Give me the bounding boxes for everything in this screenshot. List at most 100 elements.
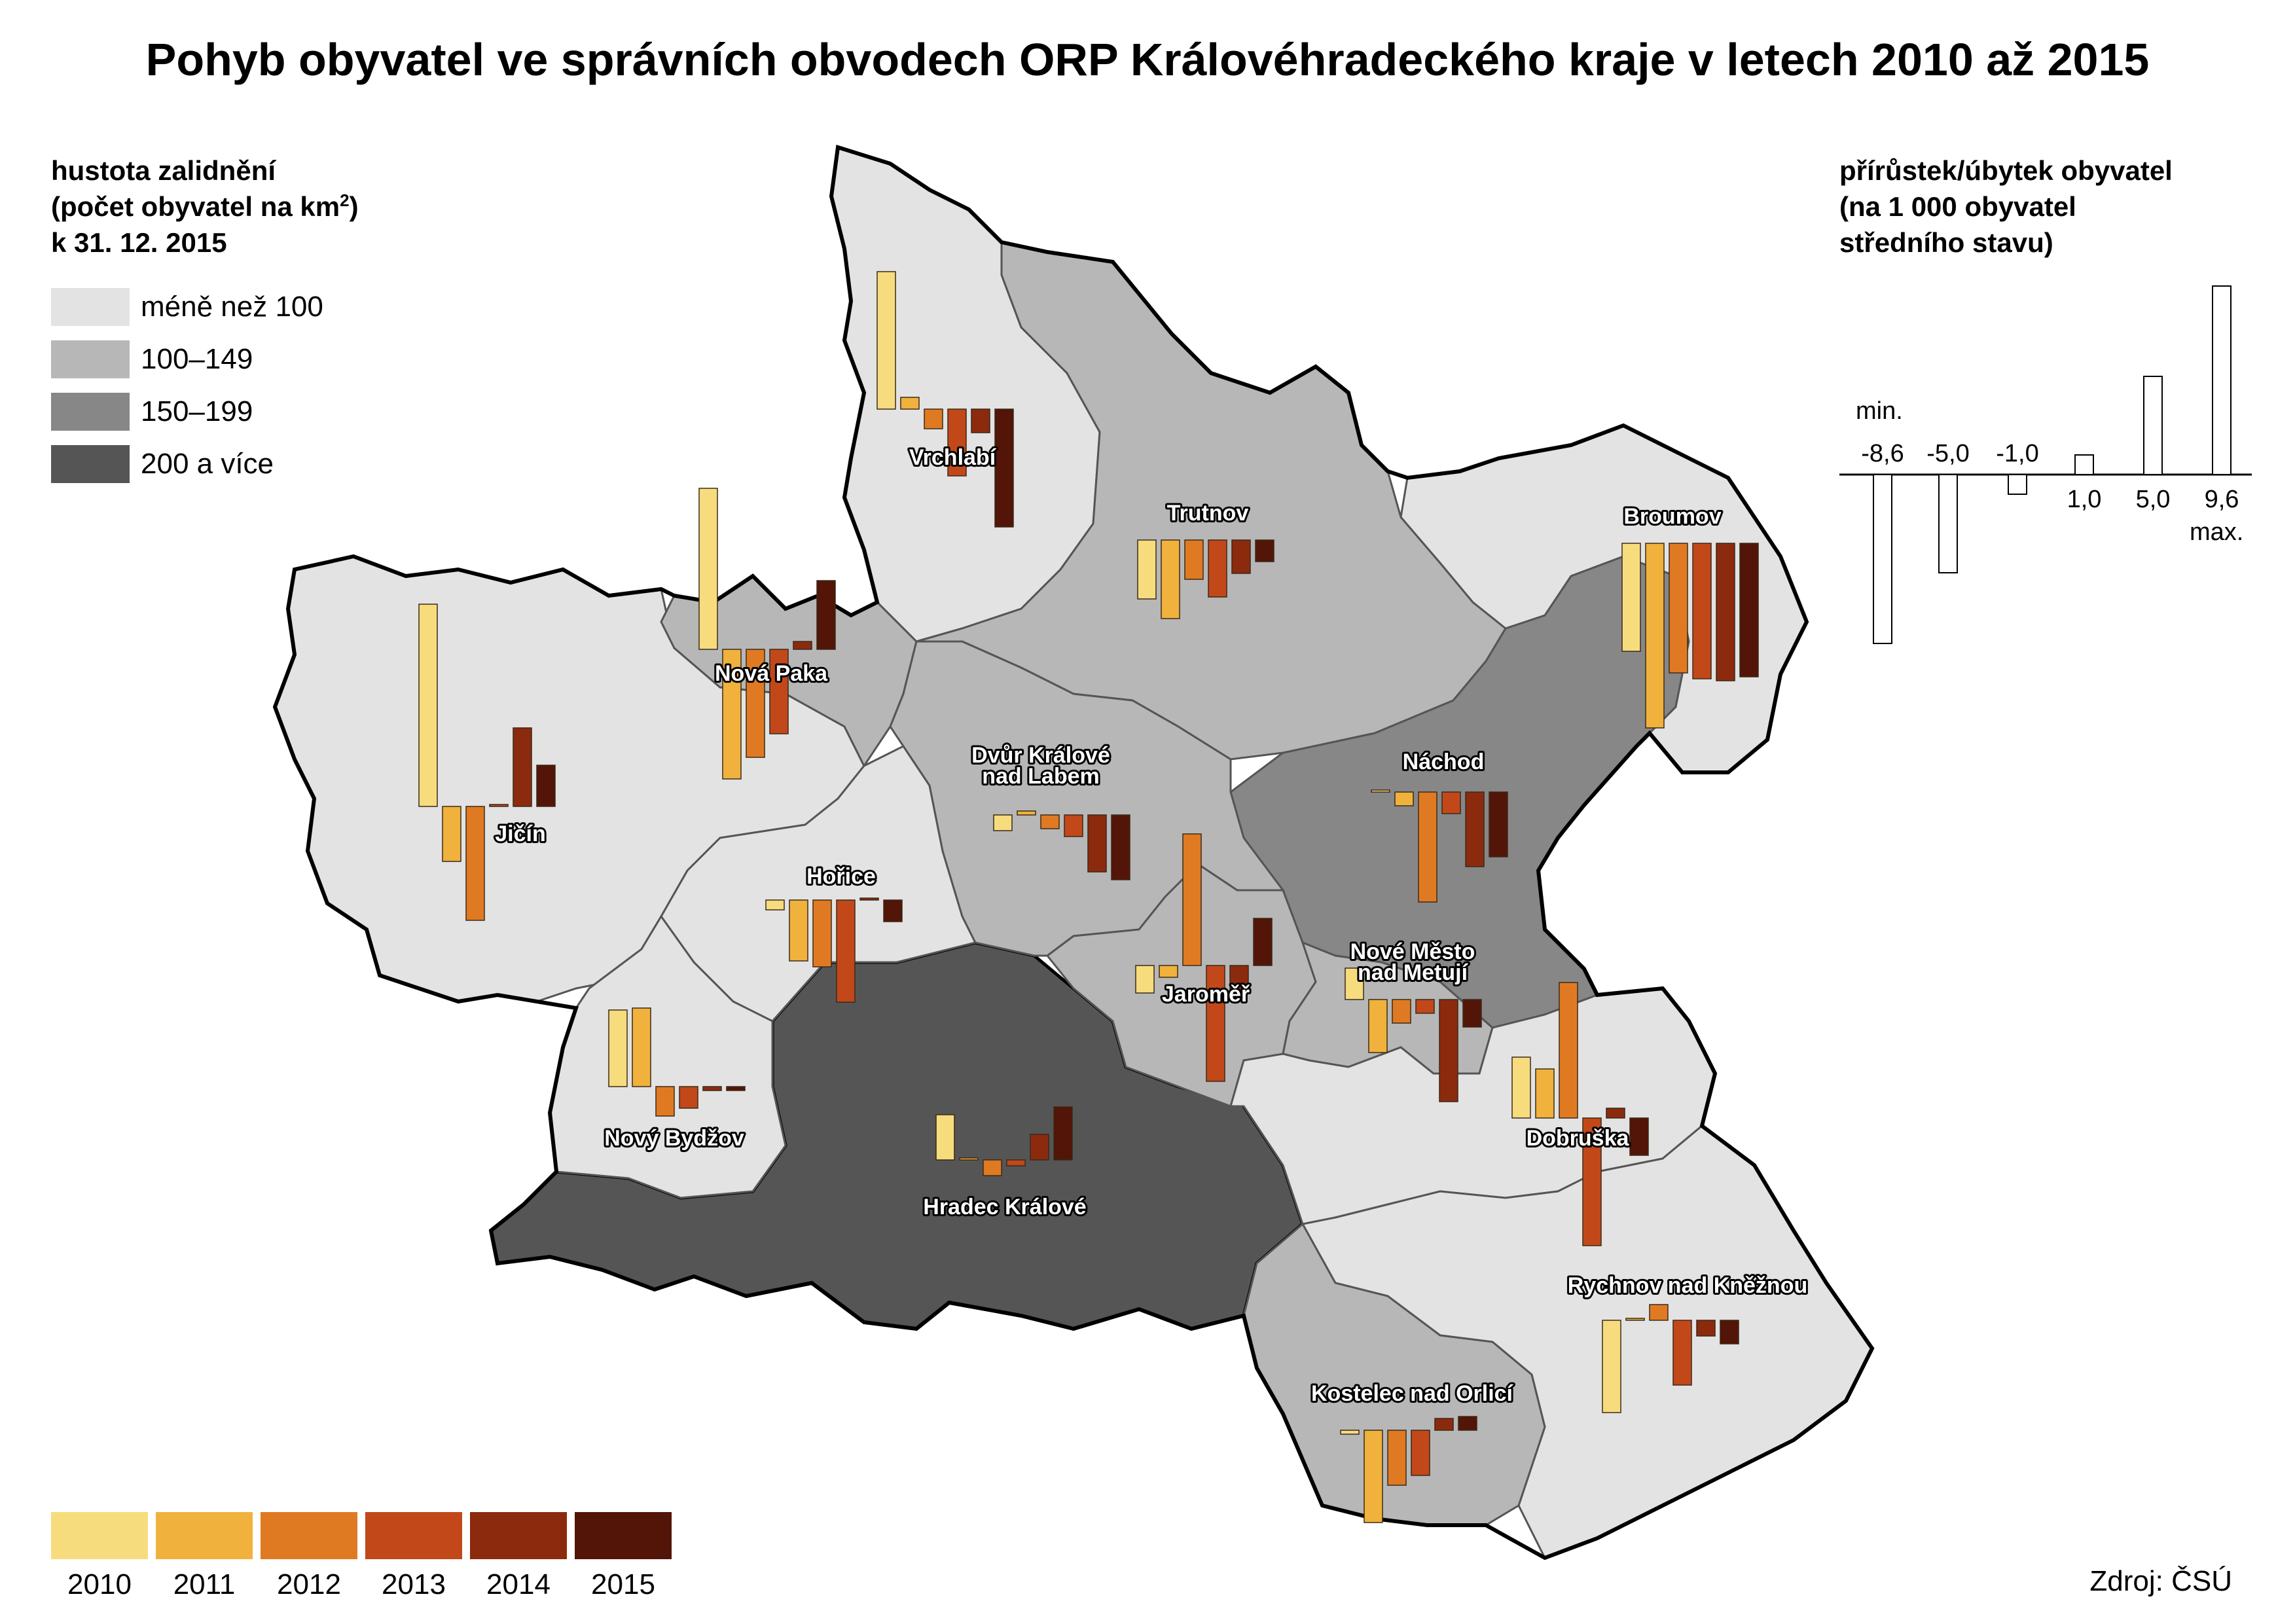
legend-sample-bar (2212, 285, 2232, 475)
legend-sample-label: -1,0 (1996, 440, 2038, 467)
region-label: Jaroměř (1162, 982, 1250, 1007)
bar-2010 (698, 488, 718, 650)
legend-sample-bar (1938, 474, 1958, 573)
change-legend-title-3: středního stavu) (1839, 227, 2053, 258)
region-chart (608, 1007, 746, 1117)
bar-2013 (1692, 543, 1712, 679)
region-chart (876, 271, 1014, 528)
region-label: Trutnov (1167, 501, 1249, 526)
bar-2013 (489, 804, 509, 807)
region-chart (935, 1106, 1073, 1176)
bar-2012 (1184, 539, 1204, 580)
bar-2013 (1582, 1117, 1602, 1246)
change-legend-title-2: (na 1 000 obyvatel (1839, 191, 2076, 222)
bar-2014 (1696, 1320, 1716, 1337)
density-legend-title-2: (počet obyvatel na km2) (51, 190, 359, 222)
bar-2010 (1340, 1430, 1360, 1435)
region-chart (993, 810, 1130, 880)
region-chart (1371, 789, 1508, 903)
bar-2011 (722, 649, 742, 780)
year-swatch-2010 (51, 1512, 148, 1559)
bar-2010 (1135, 965, 1155, 994)
region-label: Hořice (806, 864, 876, 889)
bar-2014 (859, 897, 879, 901)
bar-2013 (1064, 814, 1083, 837)
region-label: Hradec Králové (923, 1195, 1086, 1219)
region-chart (1511, 982, 1649, 1246)
bar-2013 (679, 1086, 698, 1109)
bar-2013 (1411, 1430, 1430, 1476)
bar-2014 (1229, 965, 1249, 994)
year-label: 2010 (67, 1568, 132, 1600)
region-vrchlabi (830, 146, 1101, 643)
year-swatch-2014 (470, 1512, 567, 1559)
bar-2010 (1602, 1320, 1621, 1413)
bar-2010 (935, 1114, 955, 1161)
bar-2010 (1621, 543, 1641, 652)
bar-2014 (1087, 814, 1107, 873)
bar-2011 (1364, 1430, 1383, 1523)
density-swatch (51, 288, 130, 326)
bar-2013 (1672, 1320, 1692, 1386)
bar-2013 (947, 408, 967, 477)
legend-sample-bar (2074, 454, 2094, 475)
change-legend-min: min. (1856, 397, 1903, 425)
page-title: Pohyb obyvatel ve správních obvodech ORP… (146, 34, 2150, 85)
bar-2011 (959, 1157, 979, 1161)
bar-2010 (608, 1009, 628, 1087)
source-note: Zdroj: ČSÚ (2089, 1564, 2232, 1597)
bar-2012 (655, 1086, 675, 1117)
bar-2010 (1345, 967, 1364, 1000)
legend-sample-bar (2143, 376, 2163, 475)
change-legend: přírůstek/úbytek obyvatel (na 1 000 obyv… (1839, 155, 2252, 644)
bar-2013 (769, 649, 789, 734)
bar-2011 (1161, 539, 1180, 619)
bar-2011 (1159, 965, 1178, 978)
bar-2015 (1720, 1320, 1739, 1344)
region-chart (418, 604, 556, 921)
legend-sample-label: 5,0 (2136, 486, 2171, 513)
bar-2014 (793, 641, 812, 650)
bar-2011 (1394, 791, 1414, 806)
kraj-boundary (272, 145, 1875, 1561)
bar-2014 (1439, 999, 1458, 1102)
region-label: Kostelec nad Orlicí (1311, 1381, 1514, 1406)
region-label: Náchod (1403, 749, 1485, 774)
legend-sample-bar (1873, 474, 1892, 644)
bar-2015 (994, 408, 1014, 528)
bar-2015 (1739, 543, 1759, 677)
bar-2012 (746, 649, 765, 758)
bar-2014 (971, 408, 990, 433)
bar-2011 (442, 806, 461, 862)
bar-2012 (1387, 1430, 1407, 1486)
bar-2015 (1629, 1117, 1649, 1156)
region-label: Nové Město (1350, 939, 1475, 964)
bar-2015 (816, 580, 836, 650)
density-label: 200 a více (141, 448, 274, 480)
density-legend: hustota zalidnění (počet obyvatel na km2… (51, 155, 359, 483)
bar-2015 (1255, 539, 1274, 562)
region-label: Broumov (1623, 504, 1721, 529)
bar-2010 (1371, 789, 1390, 793)
density-swatch (51, 393, 130, 431)
bar-2012 (924, 408, 943, 429)
bar-2011 (1368, 999, 1388, 1053)
region-chart (765, 897, 903, 1003)
bar-2013 (1415, 999, 1435, 1014)
bar-2014 (702, 1086, 722, 1091)
region-label: Jičín (495, 821, 545, 846)
bar-2015 (1111, 814, 1130, 880)
bar-2010 (765, 899, 785, 911)
bar-2011 (789, 899, 808, 962)
bar-2011 (1625, 1318, 1645, 1321)
bar-2015 (1458, 1416, 1477, 1431)
year-label: 2015 (591, 1568, 655, 1600)
bar-2011 (1017, 810, 1036, 816)
region-chart (1345, 967, 1482, 1102)
bar-2015 (1053, 1106, 1073, 1161)
region-label: Rychnov nad Kněžnou (1568, 1273, 1807, 1298)
year-label: 2013 (382, 1568, 446, 1600)
change-legend-max: max. (2190, 518, 2243, 546)
change-legend-title-1: přírůstek/úbytek obyvatel (1839, 155, 2173, 186)
bar-2012 (983, 1159, 1002, 1176)
